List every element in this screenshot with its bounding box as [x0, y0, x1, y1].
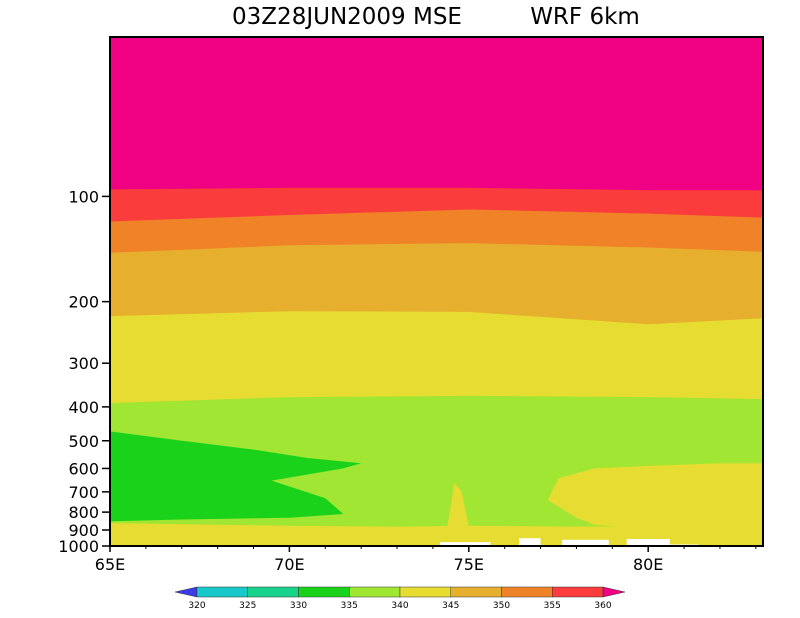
- plot-frame: [109, 36, 764, 547]
- colorbar-label: 325: [239, 601, 256, 611]
- y-tick-label: 500: [68, 432, 99, 451]
- y-tick-label: 300: [68, 354, 99, 373]
- y-tick-label: 200: [68, 293, 99, 312]
- y-tick-label: 100: [68, 187, 99, 206]
- x-tick-label: 65E: [95, 555, 125, 574]
- terrain-gap-1: [519, 538, 541, 546]
- terrain-gap-0: [440, 542, 491, 546]
- plot-area: [110, 37, 763, 546]
- x-axis: 65E 70E 75E 80E: [95, 546, 757, 574]
- colorbar-swatch: [349, 586, 401, 598]
- y-tick-label: 600: [68, 459, 99, 478]
- x-tick-label: 80E: [633, 555, 663, 574]
- colorbar-label: 330: [290, 601, 307, 611]
- x-tick-label: 70E: [274, 555, 304, 574]
- colorbar-label: 340: [391, 601, 408, 611]
- terrain-gap-2: [562, 539, 609, 546]
- x-tick-label: 75E: [454, 555, 484, 574]
- y-tick-label: 900: [68, 521, 99, 540]
- chart-title-right: WRF 6km: [530, 4, 640, 30]
- eastern-warm-pocket: [547, 463, 763, 529]
- colorbar-swatch: [196, 586, 248, 598]
- colorbar-swatch: [399, 586, 451, 598]
- colorbar-swatch: [552, 586, 604, 598]
- y-tick-label: 1000: [58, 537, 99, 556]
- y-tick-label: 400: [68, 398, 99, 417]
- terrain-gap-3: [626, 539, 670, 546]
- y-tick-label: 700: [68, 483, 99, 502]
- colorbar-label: 345: [442, 601, 459, 611]
- colorbar: 320 325 330 335 340 345 350 355 360: [174, 586, 626, 611]
- low-level-green-tongue: [110, 431, 362, 522]
- spike-plume: [447, 482, 469, 527]
- colorbar-lower-triangle: [174, 586, 198, 598]
- chart-title-left: 03Z28JUN2009 MSE: [232, 4, 462, 30]
- colorbar-swatch: [501, 586, 553, 598]
- colorbar-swatch: [450, 586, 502, 598]
- colorbar-upper-triangle: [602, 586, 626, 598]
- colorbar-label: 360: [594, 601, 611, 611]
- y-tick-label: 800: [68, 503, 99, 522]
- colorbar-label: 355: [544, 601, 561, 611]
- colorbar-swatch: [298, 586, 350, 598]
- colorbar-label: 335: [341, 601, 358, 611]
- colorbar-label: 320: [188, 601, 205, 611]
- colorbar-swatch: [247, 586, 299, 598]
- colorbar-label: 350: [493, 601, 510, 611]
